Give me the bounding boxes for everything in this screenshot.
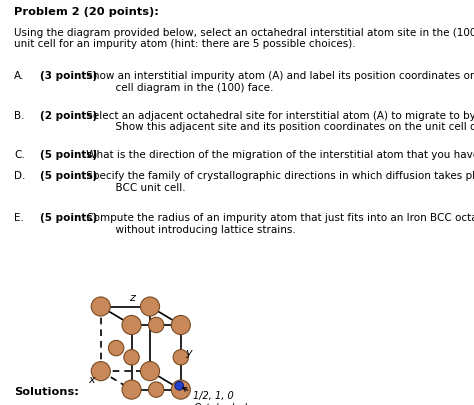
Circle shape (171, 380, 191, 399)
Circle shape (173, 350, 189, 365)
Text: x: x (88, 375, 95, 385)
Circle shape (148, 317, 164, 333)
Text: z: z (129, 293, 135, 303)
Text: Select an adjacent octahedral site for interstitial atom (A) to migrate to by di: Select an adjacent octahedral site for i… (83, 111, 474, 132)
Text: Using the diagram provided below, select an octahedral interstitial atom site in: Using the diagram provided below, select… (14, 28, 474, 49)
Circle shape (171, 315, 191, 335)
Text: C.: C. (14, 150, 25, 160)
Text: Compute the radius of an impurity atom that just fits into an Iron BCC octahedra: Compute the radius of an impurity atom t… (83, 213, 474, 235)
Circle shape (140, 297, 160, 316)
Circle shape (122, 380, 141, 399)
Text: (5 points): (5 points) (40, 213, 98, 223)
Text: (5 points): (5 points) (40, 150, 98, 160)
Text: (5 points): (5 points) (40, 171, 98, 181)
Text: B.: B. (14, 111, 25, 121)
Circle shape (124, 350, 139, 365)
Circle shape (122, 315, 141, 335)
Circle shape (91, 297, 110, 316)
Text: y: y (185, 347, 192, 358)
Circle shape (91, 362, 110, 381)
Circle shape (148, 382, 164, 397)
Text: Problem 2 (20 points):: Problem 2 (20 points): (14, 6, 159, 17)
Text: Specify the family of crystallographic directions in which diffusion takes place: Specify the family of crystallographic d… (83, 171, 474, 193)
Text: E.: E. (14, 213, 24, 223)
Circle shape (140, 362, 160, 381)
Circle shape (175, 382, 183, 390)
Text: Show an interstitial impurity atom (A) and label its position coordinates on the: Show an interstitial impurity atom (A) a… (83, 71, 474, 93)
Circle shape (109, 340, 124, 356)
Text: What is the direction of the migration of the interstitial atom that you have ch: What is the direction of the migration o… (83, 150, 474, 160)
Text: (3 points): (3 points) (40, 71, 98, 81)
Text: 1/2, 1, 0
Octahedral
Example: 1/2, 1, 0 Octahedral Example (183, 388, 247, 405)
Text: (2 points): (2 points) (40, 111, 98, 121)
Text: Solutions:: Solutions: (14, 387, 79, 397)
Text: D.: D. (14, 171, 26, 181)
Text: A.: A. (14, 71, 25, 81)
